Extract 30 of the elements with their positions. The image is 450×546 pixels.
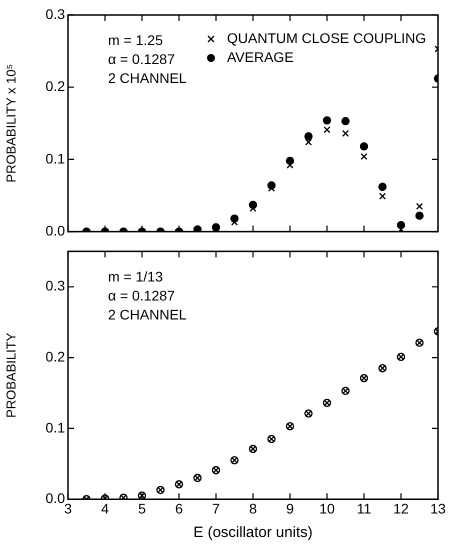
x-tick-label: 10	[319, 500, 335, 516]
x-tick-label: 11	[356, 500, 372, 516]
y-axis-title: PROBABILITY x 10⁵	[3, 64, 18, 183]
x-tick-label: 4	[101, 500, 110, 516]
x-tick-label: 8	[249, 500, 258, 516]
y-tick-label: 0.0	[46, 490, 66, 506]
x-tick-label: 5	[138, 500, 146, 516]
x-axis-title: E (oscillator units)	[193, 524, 313, 542]
y-tick-label: 0.3	[46, 6, 66, 22]
annotation: m = 1.25	[108, 32, 164, 48]
x-tick-label: 3	[64, 500, 72, 516]
annotation: α = 0.1287	[108, 287, 176, 304]
legend-label: QUANTUM CLOSE COUPLING	[227, 30, 426, 46]
x-tick-label: 7	[212, 500, 220, 516]
annotation: m = 1/13	[108, 268, 164, 284]
x-tick-label: 6	[175, 500, 184, 516]
x-tick-label: 12	[393, 500, 409, 516]
y-tick-label: 0.1	[46, 419, 66, 436]
y-tick-label: 0.3	[46, 278, 66, 294]
annotation: 2 CHANNEL	[108, 70, 187, 86]
y-tick-label: 0.0	[46, 222, 66, 238]
y-tick-label: 0.1	[46, 150, 66, 166]
x-tick-label: 9	[286, 500, 294, 516]
y-tick-label: 0.2	[46, 78, 66, 94]
annotation: α = 0.1287	[108, 50, 176, 67]
y-tick-label: 0.2	[46, 348, 66, 364]
legend-label: AVERAGE	[227, 48, 294, 65]
y-axis-title: PROBABILITY	[3, 332, 18, 418]
x-tick-label: 13	[430, 500, 446, 516]
annotation: 2 CHANNEL	[108, 306, 187, 322]
